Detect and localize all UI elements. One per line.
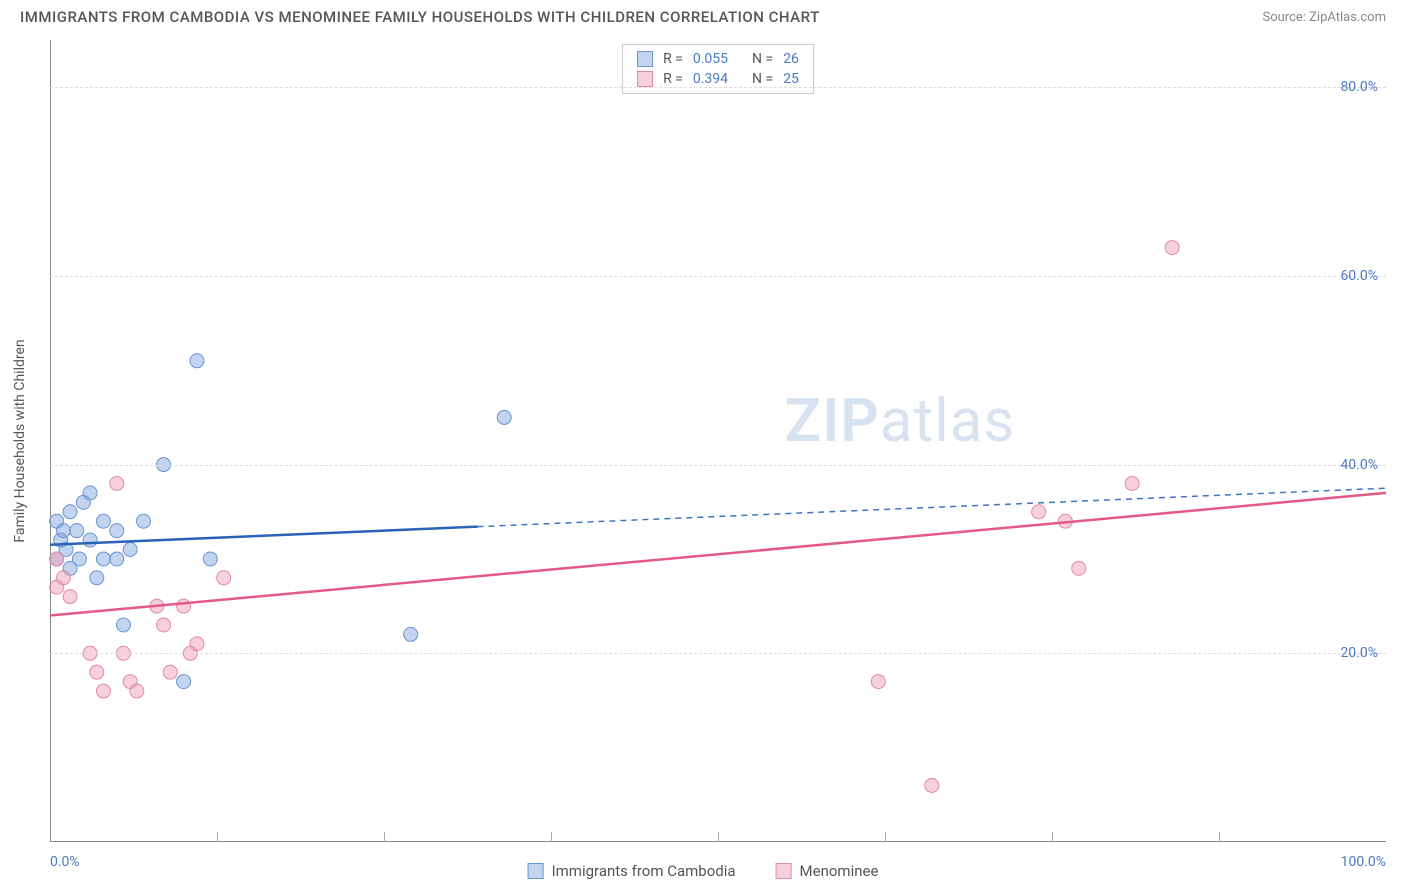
chart-source: Source: ZipAtlas.com xyxy=(1262,10,1386,25)
data-point-menominee xyxy=(110,476,124,490)
data-point-cambodia xyxy=(70,524,84,538)
chart-header: IMMIGRANTS FROM CAMBODIA VS MENOMINEE FA… xyxy=(0,0,1406,30)
plot-region: R =0.055N =26R =0.394N =25 ZIPatlas 20.0… xyxy=(50,40,1386,842)
data-point-cambodia xyxy=(190,354,204,368)
x-tick-label: 0.0% xyxy=(50,854,80,870)
y-axis-label: Family Households with Children xyxy=(12,339,28,542)
x-tick-label: 100.0% xyxy=(1341,854,1386,870)
data-point-menominee xyxy=(130,684,144,698)
legend-swatch-cambodia xyxy=(528,863,544,879)
data-point-cambodia xyxy=(56,524,70,538)
x-minor-tick xyxy=(217,832,218,842)
trend-line-dash-cambodia xyxy=(478,488,1386,526)
data-point-menominee xyxy=(1125,476,1139,490)
data-point-cambodia xyxy=(72,552,86,566)
data-point-cambodia xyxy=(110,552,124,566)
data-point-menominee xyxy=(163,665,177,679)
data-point-cambodia xyxy=(497,410,511,424)
n-label: N = xyxy=(752,71,773,87)
data-point-menominee xyxy=(190,637,204,651)
data-point-cambodia xyxy=(90,571,104,585)
data-point-cambodia xyxy=(96,552,110,566)
y-gridline xyxy=(50,653,1386,654)
data-point-menominee xyxy=(56,571,70,585)
data-point-menominee xyxy=(157,618,171,632)
data-point-menominee xyxy=(50,552,64,566)
y-tick-label: 40.0% xyxy=(1340,457,1378,473)
data-point-cambodia xyxy=(110,524,124,538)
legend-item-menominee: Menominee xyxy=(776,862,879,880)
data-point-cambodia xyxy=(83,533,97,547)
data-point-cambodia xyxy=(203,552,217,566)
data-point-menominee xyxy=(90,665,104,679)
data-point-cambodia xyxy=(116,618,130,632)
legend-row-cambodia: R = 0.055 N = 26 xyxy=(623,49,813,69)
data-point-cambodia xyxy=(177,675,191,689)
y-tick-label: 60.0% xyxy=(1340,268,1378,284)
data-point-cambodia xyxy=(404,627,418,641)
chart-area: Family Households with Children R =0.055… xyxy=(50,40,1386,842)
r-label: R = xyxy=(663,71,683,87)
legend-swatch-menominee xyxy=(776,863,792,879)
legend-swatch-menominee xyxy=(637,71,653,87)
data-point-menominee xyxy=(1032,505,1046,519)
y-gridline xyxy=(50,465,1386,466)
r-value: 0.394 xyxy=(693,71,728,87)
n-label: N = xyxy=(752,51,773,67)
x-minor-tick xyxy=(384,832,385,842)
data-point-cambodia xyxy=(83,486,97,500)
data-point-cambodia xyxy=(96,514,110,528)
y-tick-label: 20.0% xyxy=(1340,645,1378,661)
data-point-menominee xyxy=(96,684,110,698)
x-minor-tick xyxy=(885,832,886,842)
data-point-menominee xyxy=(1072,561,1086,575)
data-point-cambodia xyxy=(123,543,137,557)
y-gridline xyxy=(50,87,1386,88)
plot-svg xyxy=(50,40,1386,842)
data-point-menominee xyxy=(63,590,77,604)
x-minor-tick xyxy=(718,832,719,842)
n-value: 26 xyxy=(783,51,799,67)
legend-row-menominee: R = 0.394 N = 25 xyxy=(623,69,813,89)
data-point-menominee xyxy=(925,778,939,792)
data-point-cambodia xyxy=(137,514,151,528)
chart-title: IMMIGRANTS FROM CAMBODIA VS MENOMINEE FA… xyxy=(20,8,820,26)
data-point-menominee xyxy=(871,675,885,689)
data-point-menominee xyxy=(1165,241,1179,255)
y-tick-label: 80.0% xyxy=(1340,79,1378,95)
legend-item-cambodia: Immigrants from Cambodia xyxy=(528,862,736,880)
r-value: 0.055 xyxy=(693,51,728,67)
x-minor-tick xyxy=(1052,832,1053,842)
data-point-menominee xyxy=(177,599,191,613)
data-point-cambodia xyxy=(63,505,77,519)
series-legend: Immigrants from Cambodia Menominee xyxy=(528,862,879,880)
y-gridline xyxy=(50,276,1386,277)
legend-swatch-cambodia xyxy=(637,51,653,67)
x-minor-tick xyxy=(1219,832,1220,842)
n-value: 25 xyxy=(783,71,799,87)
legend-label: Menominee xyxy=(800,862,879,880)
x-minor-tick xyxy=(551,832,552,842)
trend-line-menominee xyxy=(50,493,1386,616)
legend-label: Immigrants from Cambodia xyxy=(552,862,736,880)
r-label: R = xyxy=(663,51,683,67)
data-point-menominee xyxy=(217,571,231,585)
